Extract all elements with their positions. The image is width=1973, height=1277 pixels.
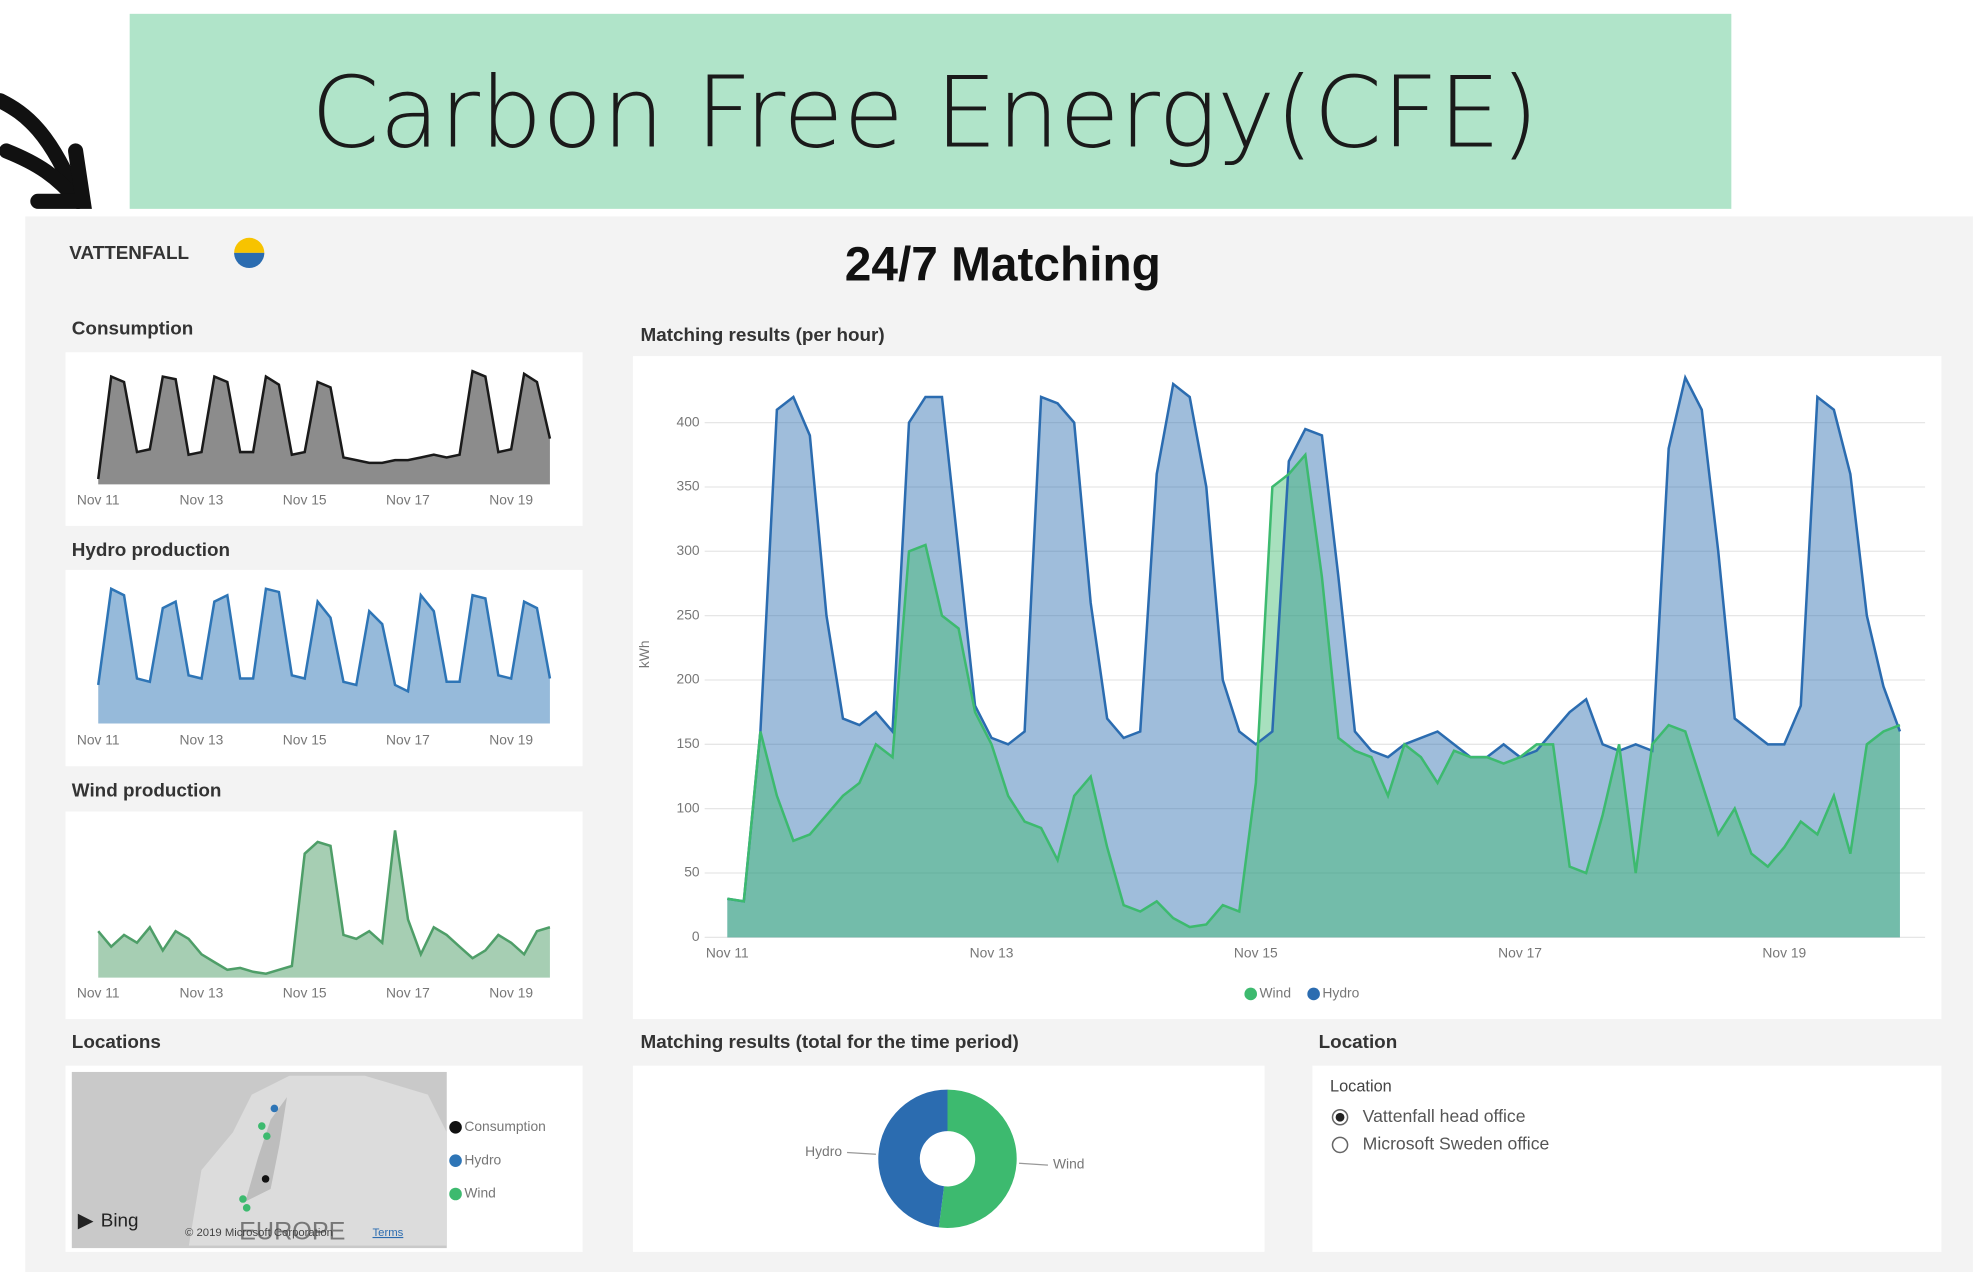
legend-label[interactable]: Hydro [1322, 985, 1359, 1001]
x-tick-label: Nov 17 [386, 985, 430, 1001]
map-point [271, 1105, 279, 1113]
map-point [262, 1175, 270, 1183]
legend-swatch [449, 1188, 462, 1201]
radio-dot [1336, 1113, 1345, 1122]
donut-label: Hydro [805, 1143, 842, 1159]
y-tick-label: 350 [677, 478, 700, 494]
panel-title: Hydro production [72, 539, 230, 560]
x-tick-label: Nov 17 [386, 732, 430, 748]
banner-title: Carbon Free Energy(CFE) [311, 56, 1539, 170]
y-tick-label: 250 [677, 606, 700, 622]
x-tick-label: Nov 15 [283, 732, 327, 748]
x-tick-label: Nov 13 [180, 985, 224, 1001]
map-point [258, 1122, 266, 1130]
x-tick-label: Nov 15 [1234, 944, 1278, 960]
x-tick-label: Nov 13 [180, 732, 224, 748]
radio-label[interactable]: Vattenfall head office [1363, 1106, 1526, 1126]
legend-swatch [1307, 988, 1320, 1001]
panel-title: Matching results (total for the time per… [641, 1031, 1019, 1052]
map-brand-icon: ▶ [77, 1210, 94, 1231]
page: Carbon Free Energy(CFE) VATTENFALL 24/7 … [0, 0, 1973, 1272]
dashboard-title: 24/7 Matching [845, 239, 1161, 292]
logo-text: VATTENFALL [69, 242, 189, 263]
x-tick-label: Nov 19 [1762, 944, 1806, 960]
legend-swatch [449, 1121, 462, 1134]
x-tick-label: Nov 11 [706, 944, 749, 960]
panel-title: Matching results (per hour) [641, 324, 885, 345]
dashboard: Carbon Free Energy(CFE) VATTENFALL 24/7 … [0, 0, 1973, 1272]
legend-swatch [449, 1154, 462, 1167]
area [98, 371, 550, 484]
panel-title: Consumption [72, 318, 194, 339]
map-point [263, 1132, 271, 1140]
radio-label[interactable]: Microsoft Sweden office [1363, 1134, 1550, 1154]
legend-label: Consumption [464, 1118, 545, 1134]
map-point [243, 1204, 251, 1212]
x-tick-label: Nov 11 [77, 491, 120, 507]
x-tick-label: Nov 19 [489, 732, 533, 748]
map-attribution: © 2019 Microsoft Corporation [185, 1227, 333, 1239]
legend-label[interactable]: Wind [1260, 985, 1292, 1001]
x-tick-label: Nov 17 [1498, 944, 1542, 960]
x-tick-label: Nov 11 [77, 985, 120, 1001]
map-point [239, 1195, 247, 1203]
radio-button[interactable] [1332, 1137, 1347, 1152]
y-axis-label: kWh [636, 640, 652, 668]
panel-title: Locations [72, 1031, 161, 1052]
legend-label: Wind [464, 1185, 496, 1201]
legend-swatch [1244, 988, 1257, 1001]
x-tick-label: Nov 13 [180, 491, 224, 507]
x-tick-label: Nov 19 [489, 491, 533, 507]
x-tick-label: Nov 19 [489, 985, 533, 1001]
slicer-header: Location [1330, 1077, 1392, 1095]
x-tick-label: Nov 11 [77, 732, 120, 748]
panel-title: Location [1319, 1031, 1398, 1052]
y-tick-label: 100 [677, 799, 700, 815]
legend-label: Hydro [464, 1151, 501, 1167]
x-tick-label: Nov 15 [283, 491, 327, 507]
x-tick-label: Nov 13 [970, 944, 1014, 960]
x-tick-label: Nov 17 [386, 491, 430, 507]
y-tick-label: 200 [677, 671, 700, 687]
y-tick-label: 50 [684, 864, 700, 880]
y-tick-label: 150 [677, 735, 700, 751]
y-tick-label: 300 [677, 542, 700, 558]
panel-title: Wind production [72, 779, 222, 800]
y-tick-label: 0 [692, 928, 700, 944]
map-terms[interactable]: Terms [373, 1227, 404, 1239]
y-tick-label: 400 [677, 413, 700, 429]
map-brand: Bing [101, 1210, 139, 1231]
donut-label: Wind [1053, 1156, 1085, 1172]
panel [1312, 1066, 1941, 1252]
x-tick-label: Nov 15 [283, 985, 327, 1001]
